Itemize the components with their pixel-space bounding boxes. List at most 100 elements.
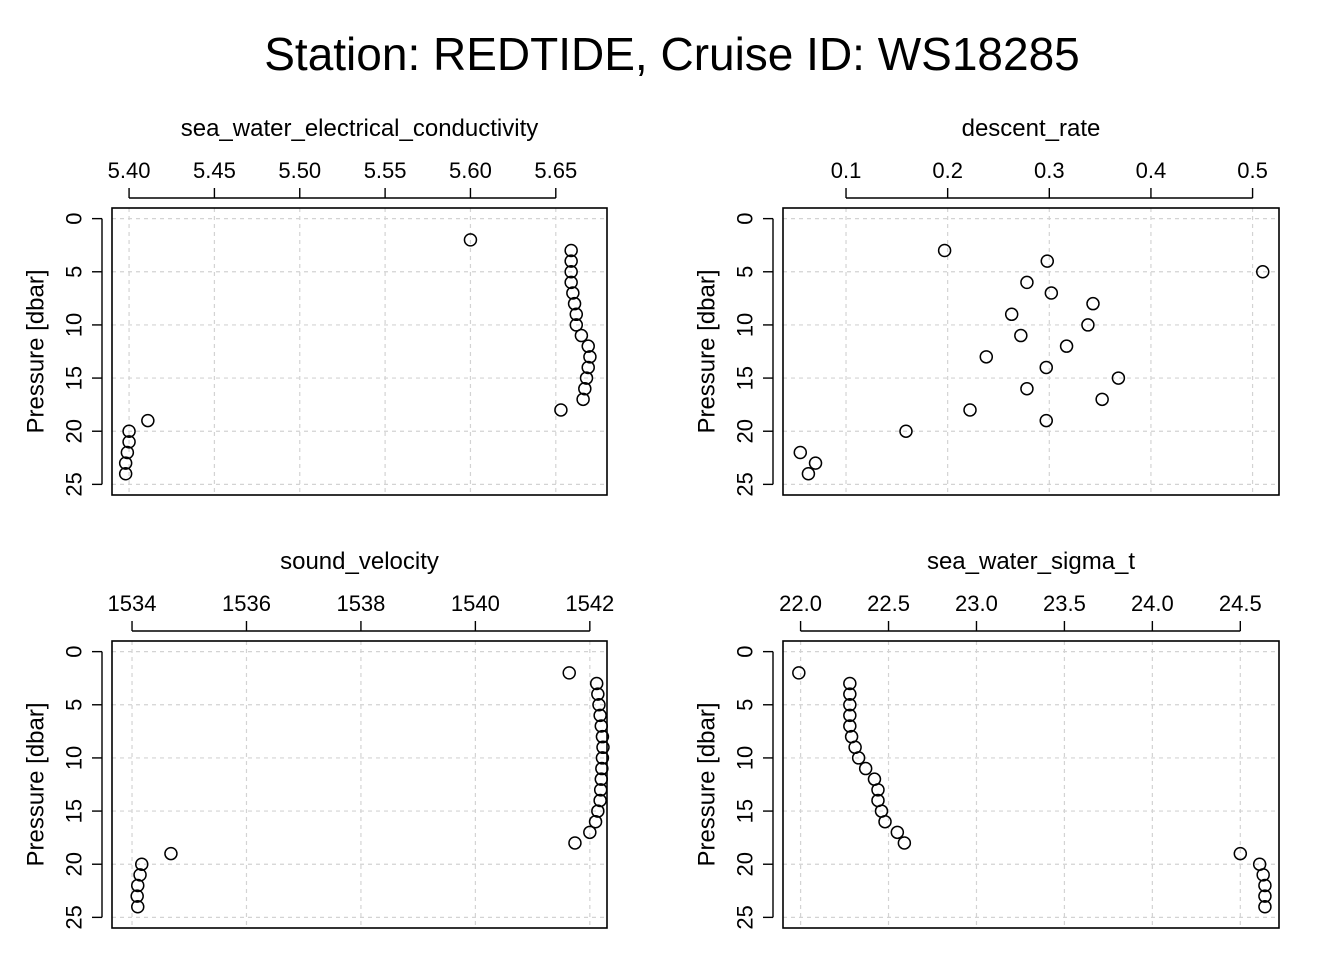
x-tick-label-5: 5.65	[534, 158, 577, 183]
data-point-12	[593, 793, 607, 808]
data-point-20	[801, 466, 816, 481]
x-tick-label-2: 0.3	[1034, 158, 1065, 183]
y-tick-label-1: 5	[62, 699, 87, 711]
x-tick-label-2: 23.0	[955, 591, 998, 616]
data-point-3	[1020, 275, 1034, 290]
y-tick-label-5: 25	[62, 472, 87, 496]
data-point-22	[131, 899, 145, 914]
data-point-15	[583, 825, 597, 840]
data-point-22	[118, 466, 133, 481]
panel-title: sea_water_electrical_conductivity	[181, 115, 539, 142]
data-point-22	[1258, 899, 1272, 914]
chart-panel-4: 22.0 22.5 23.0 23.5 24.0 24.5 0 5 10 15 20 25 sea_wa…	[694, 548, 1280, 930]
y-tick-label-2: 10	[62, 313, 87, 337]
y-tick-label-4: 20	[62, 852, 87, 876]
y-axis-label: Pressure [dbar]	[23, 702, 50, 866]
y-tick-label-3: 15	[733, 366, 758, 390]
y-tick-label-2: 10	[733, 746, 758, 770]
x-tick-label-4: 5.60	[449, 158, 492, 183]
data-point-2	[843, 687, 857, 701]
data-point-16	[554, 403, 568, 417]
data-point-5	[566, 286, 580, 300]
data-point-13	[591, 804, 605, 818]
y-tick-label-4: 20	[62, 419, 87, 443]
x-tick-label-3: 5.55	[364, 158, 407, 183]
data-point-15	[963, 403, 977, 417]
data-point-1	[589, 676, 604, 691]
y-tick-label-3: 15	[733, 799, 758, 823]
y-tick-label-1: 5	[733, 699, 758, 711]
y-tick-label-2: 10	[733, 313, 758, 337]
chart-panel-2: 0.1 0.2 0.3 0.4 0.5 0 5 10 15 20 25 descent_rate Pre…	[694, 115, 1280, 497]
data-point-3	[843, 698, 857, 712]
y-axis-label: Pressure [dbar]	[23, 269, 50, 433]
x-tick-label-0: 0.1	[831, 158, 862, 183]
data-point-17	[164, 846, 178, 861]
data-point-7	[596, 740, 610, 755]
data-point-19	[133, 868, 147, 882]
data-point-20	[120, 445, 135, 460]
y-tick-label-5: 25	[733, 905, 758, 929]
data-point-15	[890, 825, 905, 840]
data-point-17	[899, 424, 913, 438]
x-tick-label-0: 22.0	[779, 591, 822, 616]
x-tick-label-2: 1538	[336, 591, 385, 616]
data-point-20	[1258, 878, 1272, 893]
panel-title: sea_water_sigma_t	[927, 548, 1135, 575]
data-point-6	[1004, 307, 1019, 322]
data-point-1	[564, 243, 578, 258]
data-point-4	[843, 708, 857, 723]
data-point-2	[1255, 265, 1270, 279]
data-point-3	[564, 265, 578, 279]
x-tick-label-4: 24.0	[1131, 591, 1174, 616]
data-point-19	[1256, 868, 1270, 882]
x-tick-label-4: 0.5	[1237, 158, 1268, 183]
panel-title: descent_rate	[962, 115, 1101, 142]
data-point-5	[1086, 296, 1100, 311]
data-point-1	[1040, 254, 1055, 268]
data-point-6	[595, 729, 610, 744]
chart-panel-1: 5.40 5.45 5.50 5.55 5.60 5.65 0 5 10 15 20 25 sea_wa…	[23, 115, 608, 497]
data-point-11	[583, 350, 597, 364]
data-point-17	[1233, 846, 1248, 861]
data-point-16	[897, 836, 912, 850]
data-point-0	[792, 666, 806, 680]
y-tick-label-4: 20	[733, 419, 758, 443]
y-axis-label: Pressure [dbar]	[694, 269, 721, 433]
y-tick-label-1: 5	[733, 266, 758, 278]
data-point-2	[591, 687, 605, 701]
chart-panel-3: 1534 1536 1538 1540 1542 0 5 10 15 20 25 sound_velo…	[23, 548, 615, 930]
data-point-9	[858, 761, 873, 776]
x-tick-label-3: 23.5	[1043, 591, 1086, 616]
x-tick-label-3: 1540	[451, 591, 500, 616]
data-point-0	[562, 666, 576, 680]
data-point-11	[871, 783, 885, 797]
data-point-16	[568, 836, 582, 850]
data-point-9	[595, 761, 609, 776]
data-point-18	[135, 857, 149, 871]
data-point-6	[567, 296, 582, 311]
data-point-13	[1020, 381, 1034, 396]
data-point-21	[130, 889, 144, 903]
y-tick-label-0: 0	[733, 646, 758, 658]
x-tick-label-0: 1534	[108, 591, 157, 616]
data-point-8	[1014, 328, 1028, 343]
data-point-10	[979, 350, 994, 364]
data-point-4	[564, 275, 578, 290]
data-point-21	[118, 456, 133, 470]
plot-frame	[782, 207, 1280, 496]
data-point-14	[588, 814, 603, 829]
data-point-8	[851, 751, 866, 765]
data-point-17	[141, 413, 155, 428]
data-point-4	[593, 708, 607, 723]
data-point-12	[581, 360, 595, 375]
data-point-2	[564, 254, 578, 268]
x-tick-label-1: 22.5	[867, 591, 910, 616]
plot-frame	[111, 207, 608, 496]
x-tick-label-4: 1542	[565, 591, 614, 616]
data-point-8	[569, 318, 584, 332]
data-point-8	[595, 751, 610, 765]
y-tick-label-0: 0	[62, 213, 87, 225]
x-tick-label-1: 5.45	[193, 158, 236, 183]
